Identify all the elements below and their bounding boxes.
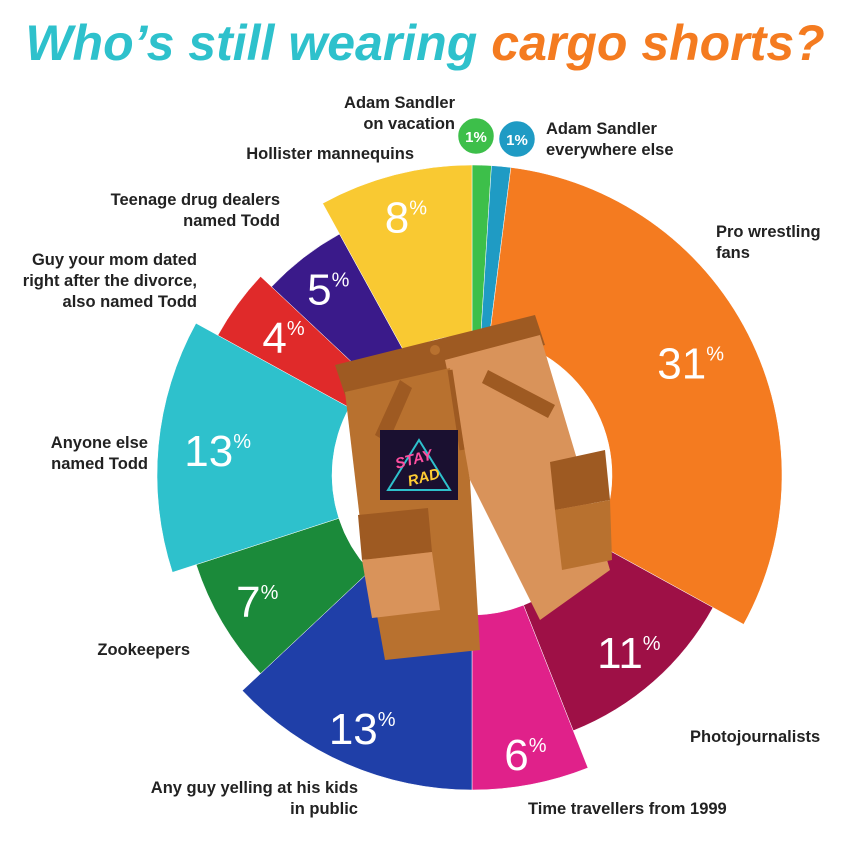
pct-value-zookeepers: 7%	[236, 578, 278, 627]
pie-slices	[156, 164, 783, 791]
title-part-2: cargo shorts?	[491, 15, 824, 71]
pct-value-hollister-mannequins: 8%	[385, 194, 427, 243]
pct-value-pro-wrestling-fans: 31%	[657, 340, 724, 389]
pct-value: 1%	[465, 129, 487, 146]
bubble-circle	[496, 118, 538, 160]
label-photojournalists: Photojournalists	[690, 728, 820, 746]
right-cargo-pocket	[555, 500, 612, 570]
fly-line	[447, 369, 465, 451]
label-hollister-mannequins: Hollister mannequins	[246, 145, 414, 163]
label-teenage-drug-dealers-named-todd: Teenage drug dealers named Todd	[111, 191, 280, 230]
chart-title: Who’s still wearing cargo shorts?	[25, 15, 824, 71]
label-time-travellers-from-1999: Time travellers from 1999	[528, 800, 727, 818]
label-adam-sandler-on-vacation: Adam Sandler on vacation	[344, 94, 456, 133]
label-pro-wrestling-fans: Pro wrestling fans	[716, 223, 821, 262]
pct-value-any-guy-yelling-at-his-kids-in-public: 13%	[329, 705, 396, 754]
pct-bubble-adam-sandler-on-vacation: 1%	[455, 115, 497, 157]
left-cargo-pocket	[362, 552, 440, 618]
left-pocket-slit	[375, 380, 412, 443]
button	[428, 343, 442, 357]
label-any-guy-yelling-at-his-kids-in-public: Any guy yelling at his kids in public	[151, 779, 358, 818]
title-part-1: Who’s still wearing	[25, 15, 477, 71]
waistband	[335, 315, 545, 395]
label-adam-sandler-everywhere-else: Adam Sandler everywhere else	[546, 120, 674, 159]
label-anyone-else-named-todd: Anyone else named Todd	[51, 434, 148, 473]
label-zookeepers: Zookeepers	[97, 641, 190, 659]
right-pocket-slit	[482, 370, 555, 418]
bubble-circle	[455, 115, 497, 157]
pct-bubble-adam-sandler-everywhere-else: 1%	[496, 118, 538, 160]
pct-value-anyone-else-named-todd: 13%	[184, 427, 251, 476]
left-cargo-flap	[358, 508, 432, 560]
pct-value-photojournalists: 11%	[597, 629, 661, 678]
label-guy-your-mom-dated-right-after-the-divorce-also-named-todd: Guy your mom dated right after the divorc…	[23, 251, 197, 311]
slice-anyone-else-named-todd	[156, 322, 350, 573]
logo-triangle	[386, 438, 452, 491]
pct-value-guy-your-mom-dated-right-after-the-divorce-also-named-todd: 4%	[262, 314, 304, 363]
slice-pro-wrestling-fans	[489, 167, 783, 625]
slice-labels: 1% Adam Sandler on vacation 1% Adam Sandler e…	[23, 94, 821, 818]
pct-value-teenage-drug-dealers-named-todd: 5%	[307, 266, 349, 315]
pct-value-time-travellers-from-1999: 6%	[504, 731, 546, 780]
right-cargo-flap	[550, 450, 610, 510]
pct-value: 1%	[506, 132, 528, 149]
